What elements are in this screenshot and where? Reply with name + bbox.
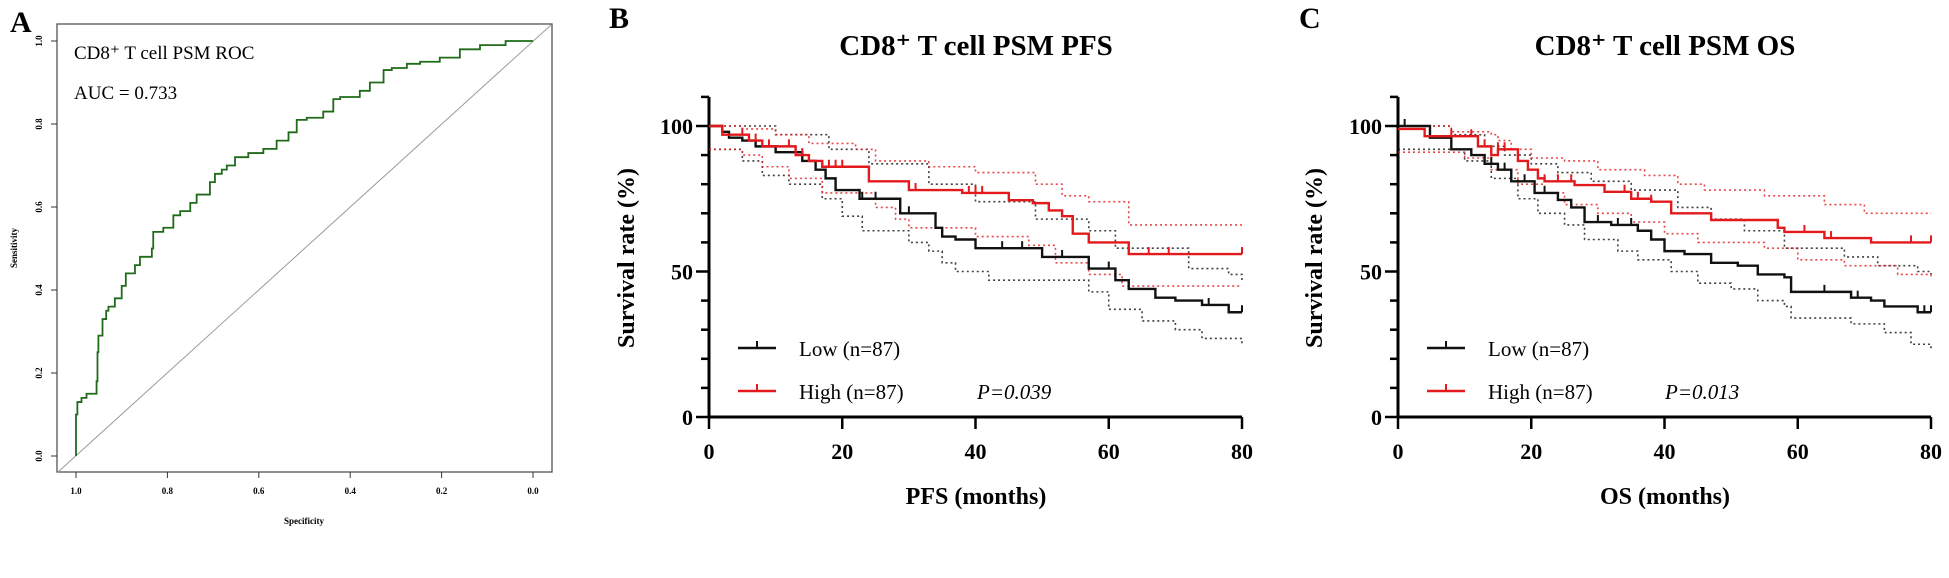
pfs-x-tick-label: 20 (831, 439, 853, 464)
os-high-ci-lower (1398, 151, 1932, 278)
os-y-tick-label: 100 (1349, 114, 1382, 139)
roc-y-axis-label: Sensitivity (9, 228, 19, 269)
roc-y-tick-label: 1.0 (34, 35, 44, 47)
os-legend-low-label: Low (n=87) (1488, 337, 1589, 361)
roc-x-tick-label: 0.6 (253, 486, 265, 496)
os-high-survival-curve (1398, 127, 1931, 244)
pfs-low-ci-upper (709, 125, 1243, 281)
pfs-x-tick-label: 60 (1098, 439, 1120, 464)
roc-auc-annotation: AUC = 0.733 (74, 83, 177, 104)
pfs-low-ci-lower (709, 148, 1243, 345)
roc-y-tick-label: 0.2 (34, 367, 44, 379)
os-x-tick-label: 40 (1654, 439, 1676, 464)
pfs-y-tick-label: 100 (660, 114, 693, 139)
roc-x-tick-label: 0.0 (527, 486, 539, 496)
panel-label-a: A (10, 6, 32, 39)
os-low-survival-curve (1398, 124, 1931, 314)
roc-y-tick-label: 0.0 (34, 450, 44, 462)
os-x-axis-label: OS (months) (1600, 484, 1730, 510)
os-x-tick-label: 60 (1787, 439, 1809, 464)
os-x-tick-label: 80 (1920, 439, 1942, 464)
roc-y-tick-label: 0.4 (34, 284, 44, 296)
os-x-tick-label: 0 (1393, 439, 1404, 464)
panel-label-c: C (1299, 2, 1321, 35)
pfs-p-value: P=0.039 (976, 380, 1052, 404)
os-y-tick-label: 0 (1371, 405, 1382, 430)
pfs-y-tick-label: 0 (682, 405, 693, 430)
os-low-ci-lower (1398, 148, 1932, 351)
os-y-tick-label: 50 (1360, 260, 1382, 285)
os-x-tick-label: 20 (1520, 439, 1542, 464)
pfs-x-axis-label: PFS (months) (906, 484, 1047, 510)
roc-panel: A CD8⁺ T cell PSM ROC AUC = 0.733 Specif… (9, 6, 553, 526)
roc-curve (75, 40, 533, 456)
roc-y-tick-label: 0.6 (34, 201, 44, 213)
roc-lines (57, 24, 552, 473)
roc-x-tick-label: 0.8 (162, 486, 174, 496)
os-plot: 0 50 100 0 20 40 60 80 Low (n=87) High (n=87) (1349, 95, 1942, 464)
roc-reference-diagonal (57, 24, 552, 473)
os-high-ci-upper (1398, 125, 1931, 215)
pfs-low-survival-curve (709, 124, 1242, 314)
pfs-x-tick-label: 0 (704, 439, 715, 464)
os-y-axis-label: Survival rate (%) (1302, 168, 1328, 348)
pfs-legend-high-label: High (n=87) (799, 380, 904, 404)
roc-y-tick-label: 0.8 (34, 118, 44, 130)
pfs-plot: 0 50 100 0 20 40 60 80 Low (n=87) High (n=87) (660, 95, 1253, 464)
panel-label-b: B (609, 2, 629, 35)
os-km-panel: C CD8⁺ T cell PSM OS OS (months) Surviva… (1299, 2, 1942, 510)
pfs-x-tick-label: 40 (965, 439, 987, 464)
pfs-km-panel: B CD8⁺ T cell PSM PFS PFS (months) Survi… (609, 2, 1253, 510)
pfs-title: CD8⁺ T cell PSM PFS (839, 30, 1113, 62)
pfs-high-survival-curve (709, 124, 1242, 256)
roc-x-axis-label: Specificity (284, 516, 324, 526)
pfs-y-axis-label: Survival rate (%) (614, 168, 640, 348)
pfs-y-tick-label: 50 (671, 260, 693, 285)
roc-title: CD8⁺ T cell PSM ROC (74, 43, 254, 64)
roc-x-tick-label: 1.0 (70, 486, 82, 496)
pfs-legend-low-label: Low (n=87) (799, 337, 900, 361)
roc-x-tick-label: 0.2 (436, 486, 448, 496)
os-p-value: P=0.013 (1664, 380, 1739, 404)
pfs-high-ci-upper (709, 125, 1242, 226)
os-legend-high-label: High (n=87) (1488, 380, 1593, 404)
pfs-x-tick-label: 80 (1231, 439, 1253, 464)
pfs-high-ci-lower (709, 148, 1242, 287)
os-title: CD8⁺ T cell PSM OS (1535, 30, 1796, 62)
roc-ticks: 1.0 0.8 0.6 0.4 0.2 0.0 0.0 0.2 0.4 0.6 0.8 1.0 (34, 35, 539, 496)
roc-x-tick-label: 0.4 (345, 486, 357, 496)
roc-plot-frame (56, 23, 553, 473)
